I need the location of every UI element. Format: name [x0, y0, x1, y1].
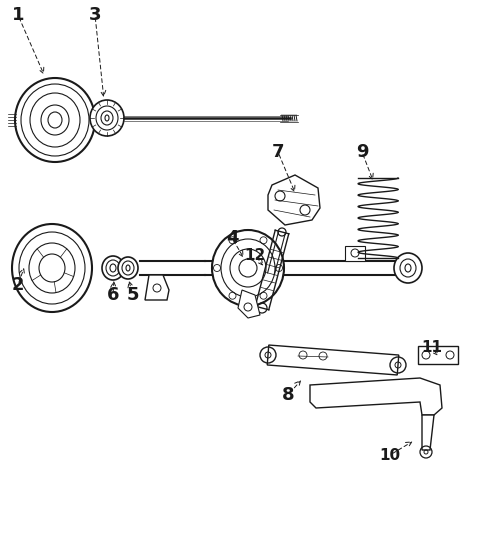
- Text: 4: 4: [226, 229, 238, 247]
- Polygon shape: [268, 175, 320, 225]
- Text: 7: 7: [272, 143, 284, 161]
- Polygon shape: [345, 246, 365, 261]
- Ellipse shape: [212, 230, 284, 306]
- Ellipse shape: [118, 257, 138, 279]
- Text: 1: 1: [12, 6, 24, 24]
- Polygon shape: [238, 290, 260, 318]
- Ellipse shape: [102, 256, 124, 280]
- Text: 12: 12: [244, 248, 265, 263]
- Text: 10: 10: [379, 448, 401, 462]
- Ellipse shape: [394, 253, 422, 283]
- Ellipse shape: [15, 78, 95, 162]
- Polygon shape: [310, 378, 442, 415]
- FancyBboxPatch shape: [418, 346, 458, 364]
- Ellipse shape: [12, 224, 92, 312]
- Text: 9: 9: [356, 143, 368, 161]
- Ellipse shape: [90, 100, 124, 136]
- Text: 6: 6: [107, 286, 119, 304]
- Text: 5: 5: [127, 286, 139, 304]
- Text: 3: 3: [89, 6, 101, 24]
- Text: 11: 11: [421, 341, 443, 355]
- Polygon shape: [145, 275, 169, 300]
- Polygon shape: [267, 345, 399, 375]
- Text: 2: 2: [12, 276, 24, 294]
- Polygon shape: [422, 415, 434, 450]
- Text: 8: 8: [282, 386, 294, 404]
